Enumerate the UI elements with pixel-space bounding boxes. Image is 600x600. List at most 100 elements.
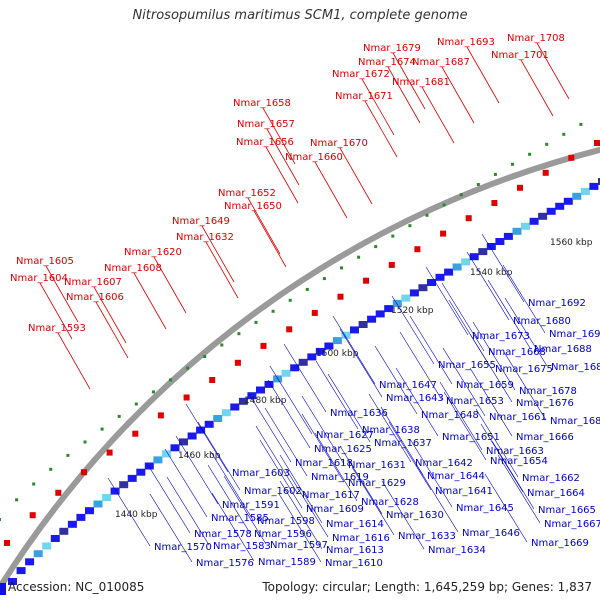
- track-dot: [545, 142, 549, 146]
- gene-feature: [375, 310, 385, 318]
- gene-label: Nmar_1683: [550, 416, 600, 427]
- leader-line: [399, 331, 443, 401]
- scale-label: 1440 kbp: [115, 510, 158, 520]
- gene-label: Nmar_1603: [232, 468, 290, 479]
- gene-feature: [187, 432, 197, 440]
- gene-label: Nmar_1645: [456, 503, 514, 514]
- leader-line: [314, 161, 348, 219]
- gene-feature: [465, 215, 472, 222]
- gene-feature: [247, 392, 257, 400]
- feature-fill: [0, 122, 600, 585]
- track-dot: [340, 266, 343, 270]
- leader-line: [301, 413, 345, 483]
- gene-label: Nmar_1630: [386, 510, 444, 521]
- gene-feature: [337, 293, 344, 300]
- track-dot: [0, 518, 1, 521]
- gene-label: Nmar_1597: [270, 540, 328, 551]
- gene-feature: [563, 197, 573, 205]
- gene-label: Nmar_1678: [519, 386, 577, 397]
- gene-label: Nmar_1631: [348, 460, 406, 471]
- gene-feature: [512, 227, 522, 235]
- track-dot: [134, 402, 138, 406]
- gene-feature: [341, 331, 351, 339]
- gene-feature: [418, 284, 428, 292]
- gene-label: Nmar_1628: [361, 497, 419, 508]
- leader-line: [262, 107, 296, 165]
- leader-line: [45, 265, 79, 323]
- gene-feature: [529, 217, 539, 225]
- gene-label: Nmar_1642: [415, 458, 473, 469]
- gene-feature: [25, 558, 35, 566]
- gene-feature: [196, 426, 206, 434]
- gene-feature: [495, 238, 505, 245]
- gene-feature: [401, 294, 411, 302]
- leader-line: [475, 408, 519, 478]
- leader-line: [265, 146, 299, 204]
- gene-feature: [435, 273, 445, 281]
- gene-feature: [238, 397, 248, 405]
- gene-label: Nmar_1647: [379, 380, 437, 391]
- leader-line: [484, 473, 528, 543]
- leader-line: [469, 367, 513, 437]
- gene-feature: [127, 474, 137, 482]
- gene-label: Nmar_1632: [176, 232, 234, 243]
- track-dot: [254, 320, 258, 324]
- gene-feature: [29, 512, 36, 519]
- gene-feature: [33, 550, 43, 558]
- gene-feature: [204, 420, 214, 428]
- gene-feature: [93, 500, 103, 508]
- gene-label: Nmar_1667: [544, 519, 600, 530]
- gene-label: Nmar_1589: [258, 557, 316, 568]
- leader-line: [269, 365, 313, 435]
- gene-feature: [427, 279, 436, 286]
- leader-line: [409, 315, 453, 385]
- gene-feature: [273, 375, 283, 383]
- gene-label: Nmar_1660: [285, 152, 343, 163]
- gene-label: Nmar_1688: [534, 344, 592, 355]
- gene-label: Nmar_1692: [528, 298, 586, 309]
- track-dot: [220, 343, 224, 347]
- gene-feature: [572, 192, 582, 200]
- gene-label: Nmar_1691: [549, 329, 600, 340]
- leader-line: [185, 403, 229, 473]
- scale-label: 1460 kbp: [178, 451, 221, 461]
- leader-line: [166, 476, 210, 546]
- gene-feature: [234, 359, 241, 366]
- gene-label: Nmar_1653: [446, 396, 504, 407]
- leader-line: [147, 464, 191, 534]
- track-dot: [237, 332, 241, 336]
- track-dot: [562, 132, 566, 136]
- leader-line: [57, 332, 91, 390]
- leader-line: [266, 128, 300, 186]
- leader-line: [497, 454, 541, 524]
- gene-label: Nmar_1659: [456, 380, 514, 391]
- gene-feature: [157, 412, 164, 419]
- gene-label: Nmar_1651: [442, 432, 500, 443]
- leader-line: [415, 463, 459, 533]
- gene-feature: [256, 386, 265, 394]
- gene-feature: [50, 535, 60, 542]
- gene-label: Nmar_1687: [412, 57, 470, 68]
- leader-line: [201, 225, 235, 283]
- gene-feature: [170, 444, 180, 452]
- gene-feature: [478, 248, 488, 256]
- gene-feature: [136, 468, 146, 476]
- gene-label: Nmar_1629: [348, 478, 406, 489]
- gene-label: Nmar_1596: [254, 529, 312, 540]
- gene-feature: [209, 377, 216, 383]
- gene-label: Nmar_1620: [124, 247, 182, 258]
- gene-label: Nmar_1613: [326, 545, 384, 556]
- leader-line: [107, 477, 151, 547]
- leader-line: [502, 264, 546, 334]
- gene-label: Nmar_1634: [428, 545, 486, 556]
- gene-label: Nmar_1670: [310, 138, 368, 149]
- track-dot: [442, 203, 446, 207]
- gene-feature: [16, 567, 26, 575]
- gene-feature: [179, 438, 188, 446]
- track-dot: [391, 234, 395, 238]
- gene-label: Nmar_1649: [172, 216, 230, 227]
- track-dot: [374, 245, 378, 249]
- gene-feature: [589, 182, 599, 190]
- leader-line: [279, 480, 323, 550]
